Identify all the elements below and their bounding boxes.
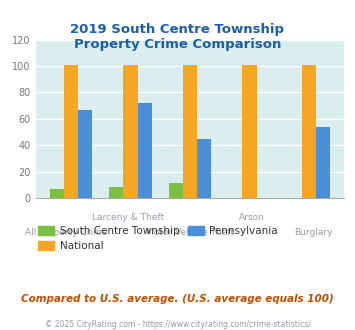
Text: Compared to U.S. average. (U.S. average equals 100): Compared to U.S. average. (U.S. average …	[21, 294, 334, 304]
Bar	[50, 189, 64, 198]
Text: Arson: Arson	[239, 213, 264, 222]
Text: All Property Crime: All Property Crime	[25, 228, 108, 237]
Bar	[169, 183, 183, 198]
Bar	[78, 110, 92, 198]
Text: Burglary: Burglary	[294, 228, 333, 237]
Bar	[64, 65, 78, 198]
Text: Larceny & Theft: Larceny & Theft	[92, 213, 164, 222]
Text: Motor Vehicle Theft: Motor Vehicle Theft	[146, 228, 234, 237]
Legend: South Centre Township, National, Pennsylvania: South Centre Township, National, Pennsyl…	[34, 222, 282, 255]
Bar	[138, 103, 152, 198]
Bar	[316, 127, 330, 198]
Bar	[197, 139, 211, 198]
Bar	[183, 65, 197, 198]
Bar	[123, 65, 138, 198]
Bar	[242, 65, 257, 198]
Bar	[109, 187, 123, 198]
Text: © 2025 CityRating.com - https://www.cityrating.com/crime-statistics/: © 2025 CityRating.com - https://www.city…	[45, 320, 310, 329]
Text: 2019 South Centre Township
Property Crime Comparison: 2019 South Centre Township Property Crim…	[71, 23, 284, 51]
Bar	[302, 65, 316, 198]
